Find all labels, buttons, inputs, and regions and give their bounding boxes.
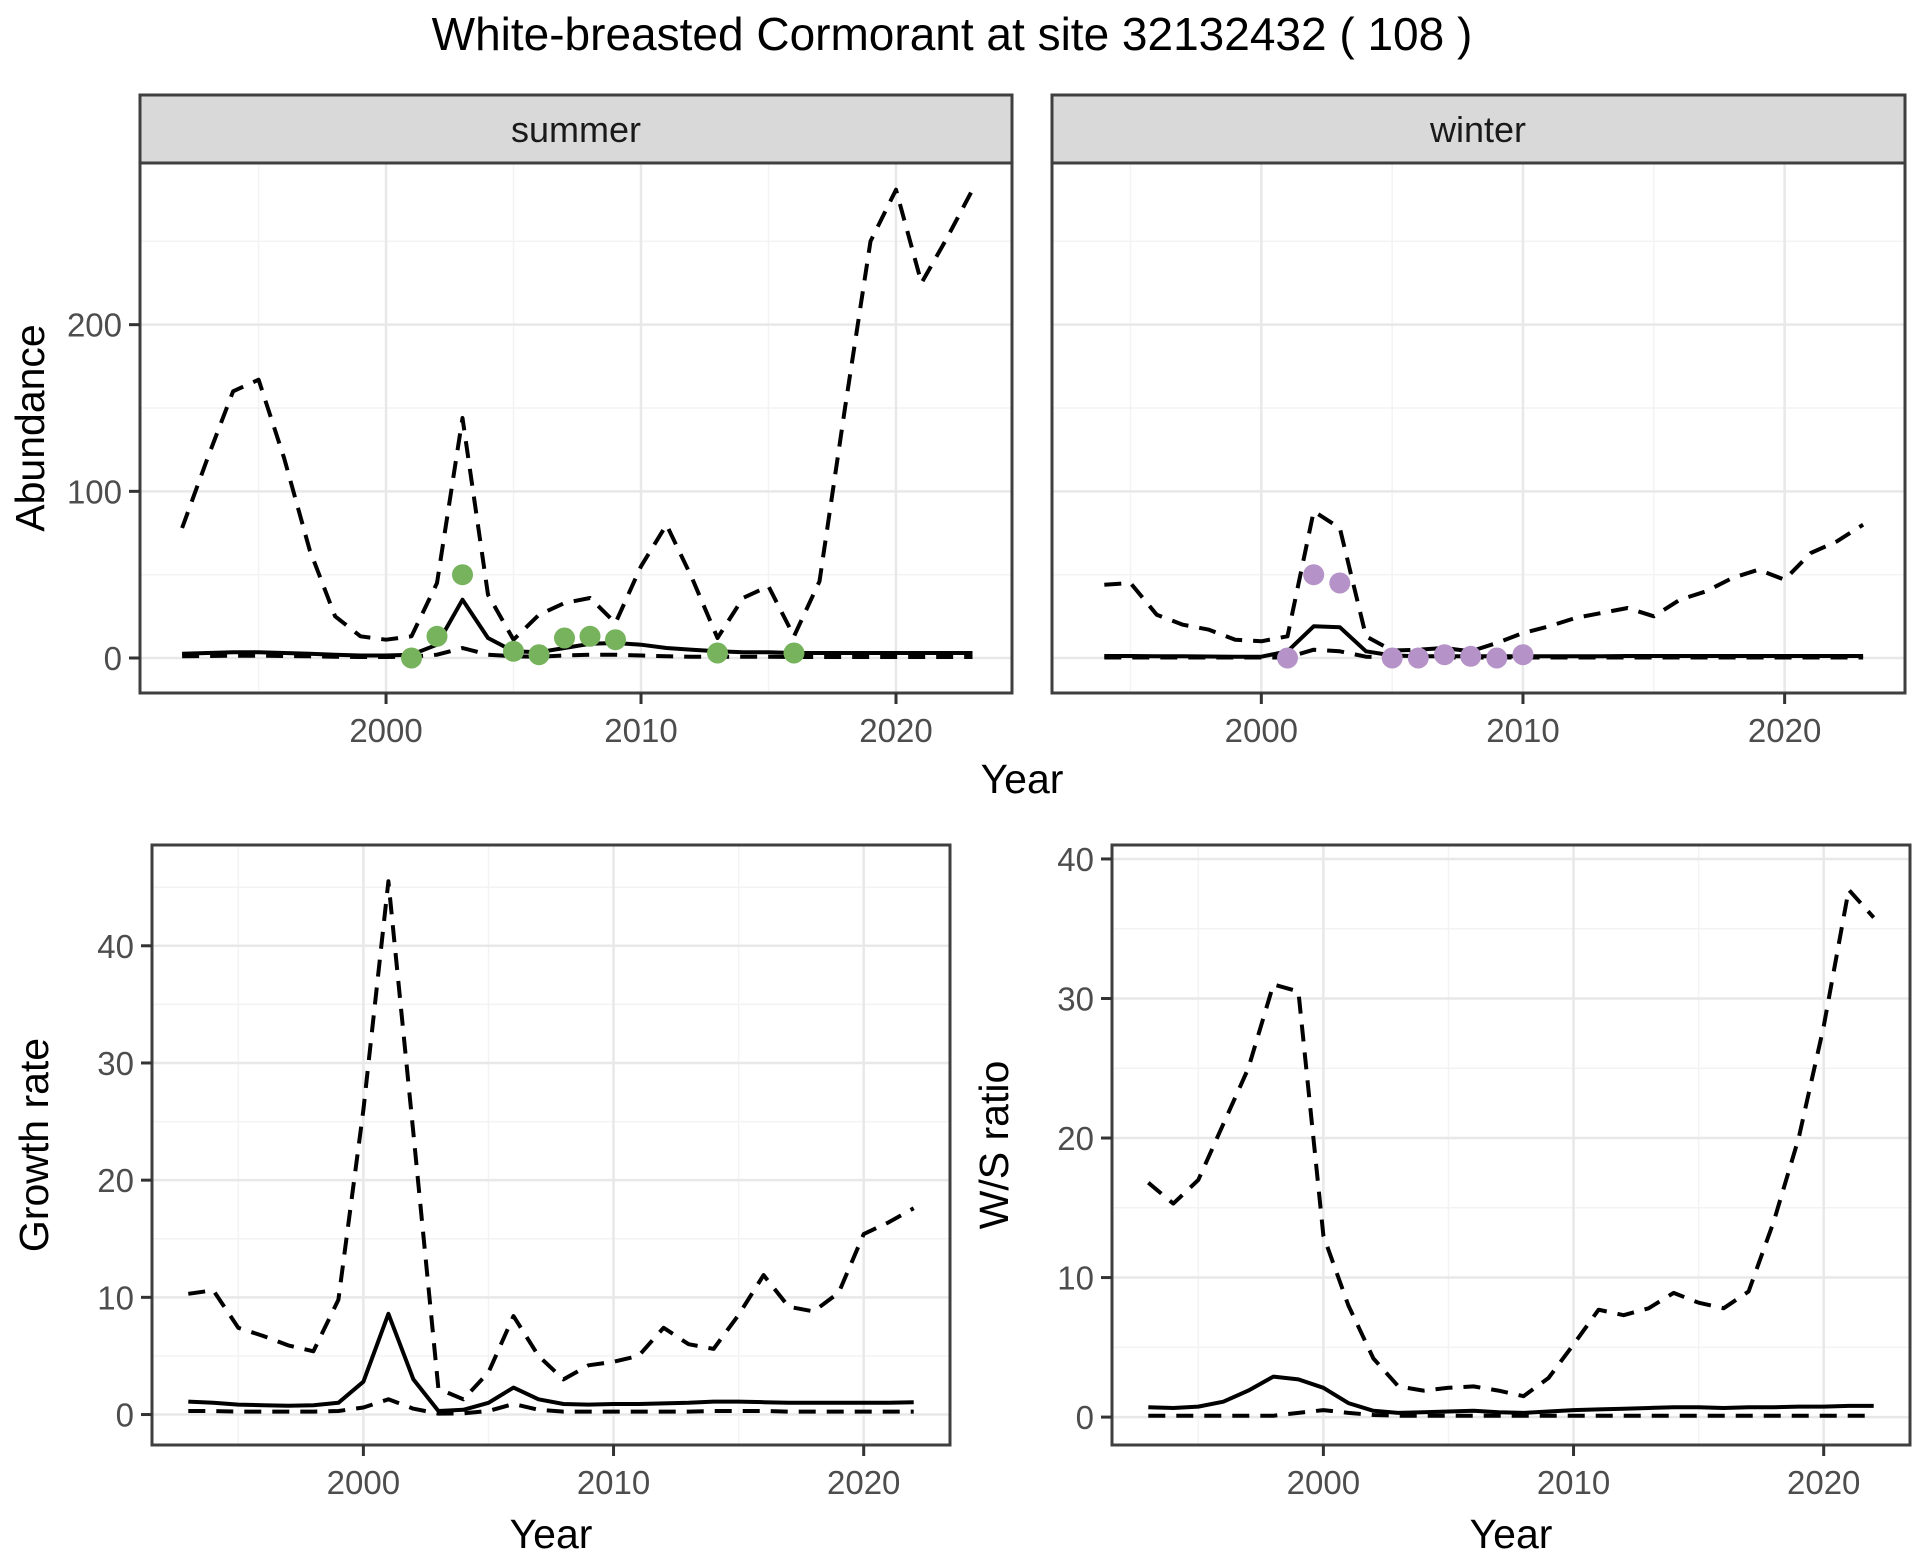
- observation-point: [401, 647, 422, 669]
- observation-point: [503, 640, 524, 662]
- ws-ratio-lower-ci-line: [1148, 1408, 1874, 1418]
- x-tick-label: 2000: [1225, 712, 1298, 749]
- x-tick-label: 2000: [349, 712, 422, 749]
- observation-point: [707, 642, 728, 664]
- observation-point: [1407, 647, 1429, 669]
- plot-title: White-breasted Cormorant at site 3213243…: [432, 8, 1473, 60]
- observation-point: [605, 629, 626, 651]
- x-tick-label: 2020: [827, 1464, 900, 1501]
- observation-point: [1329, 572, 1351, 594]
- x-tick-label: 2010: [1537, 1464, 1610, 1501]
- observation-point: [783, 642, 805, 664]
- observation-point: [579, 625, 601, 647]
- observation-point: [1512, 644, 1534, 666]
- y-tick-label: 30: [97, 1045, 134, 1082]
- y-tick-label: 10: [1057, 1260, 1094, 1297]
- y-tick-label: 30: [1057, 980, 1094, 1017]
- ws-ratio-estimate-line: [1148, 1374, 1874, 1415]
- x-tick-label: 2000: [1287, 1464, 1360, 1501]
- panel-abundance-summer: 2000 2010 2020 0 100 200: [67, 93, 1014, 749]
- axis-title-abundance: Abundance: [7, 324, 53, 531]
- y-tick-label: 0: [116, 1397, 134, 1434]
- abundance-summer-lower-ci-line: [182, 646, 973, 659]
- axis-title-year-bottom-left: Year: [510, 1511, 593, 1557]
- observation-point: [1434, 644, 1455, 666]
- y-tick-label: 100: [67, 473, 122, 510]
- facet-strip-label-winter: winter: [1429, 109, 1526, 150]
- y-tick-label: 200: [67, 307, 122, 344]
- observation-point: [1277, 647, 1298, 669]
- facet-strip-winter: [1050, 93, 1907, 165]
- y-tick-label: 10: [97, 1279, 134, 1316]
- panel-background: [1112, 845, 1910, 1445]
- panel-background: [152, 845, 950, 1445]
- observation-point: [1460, 645, 1482, 667]
- growth-rate-upper-ci-line: [188, 879, 915, 1402]
- panel-abundance-winter: 2000 2010 2020: [1050, 93, 1907, 749]
- panel-background: [140, 163, 1012, 693]
- panel-background: [1052, 163, 1905, 693]
- axis-title-year-top: Year: [981, 756, 1064, 802]
- growth-rate-lower-ci-line: [188, 1397, 914, 1416]
- facet-strip-label-summer: summer: [511, 109, 641, 150]
- observation-point: [1486, 647, 1508, 669]
- observation-point: [452, 564, 473, 586]
- observation-point: [426, 625, 448, 647]
- y-tick-label: 40: [1057, 841, 1094, 878]
- axis-title-growth-rate: Growth rate: [11, 1038, 57, 1252]
- facet-strip-summer: [138, 93, 1014, 165]
- abundance-summer-estimate-line: [182, 597, 973, 658]
- abundance-winter-upper-ci-line: [1104, 509, 1865, 654]
- x-tick-label: 2020: [1787, 1464, 1860, 1501]
- abundance-winter-lower-ci-line: [1104, 647, 1864, 660]
- x-tick-label: 2020: [859, 712, 932, 749]
- abundance-summer-upper-ci-line: [180, 187, 975, 642]
- observation-point: [1381, 647, 1403, 669]
- y-tick-label: 20: [97, 1162, 134, 1199]
- y-tick-label: 40: [97, 928, 134, 965]
- abundance-winter-observed-counts: [1277, 564, 1534, 669]
- y-tick-label: 0: [104, 640, 122, 677]
- panel-border: [150, 843, 952, 1447]
- observation-point: [554, 627, 575, 649]
- y-tick-label: 20: [1057, 1120, 1094, 1157]
- axis-title-year-bottom-right: Year: [1470, 1511, 1553, 1557]
- panel-growth-rate: 2000 2010 2020 0 10 20 30 40: [97, 843, 952, 1501]
- x-tick-label: 2000: [327, 1464, 400, 1501]
- x-tick-label: 2010: [1486, 712, 1559, 749]
- x-tick-label: 2010: [577, 1464, 650, 1501]
- y-tick-label: 0: [1076, 1399, 1094, 1436]
- abundance-summer-observed-counts: [401, 564, 805, 669]
- x-tick-label: 2020: [1748, 712, 1821, 749]
- ws-ratio-upper-ci-line: [1147, 887, 1876, 1399]
- observation-point: [1303, 564, 1325, 586]
- panel-ws-ratio: 2000 2010 2020 0 10 20 30 40: [1057, 841, 1912, 1501]
- observation-point: [528, 644, 550, 666]
- growth-rate-estimate-line: [188, 1311, 914, 1413]
- axis-title-ws-ratio: W/S ratio: [971, 1061, 1017, 1230]
- panel-border: [1110, 843, 1912, 1447]
- x-tick-label: 2010: [604, 712, 677, 749]
